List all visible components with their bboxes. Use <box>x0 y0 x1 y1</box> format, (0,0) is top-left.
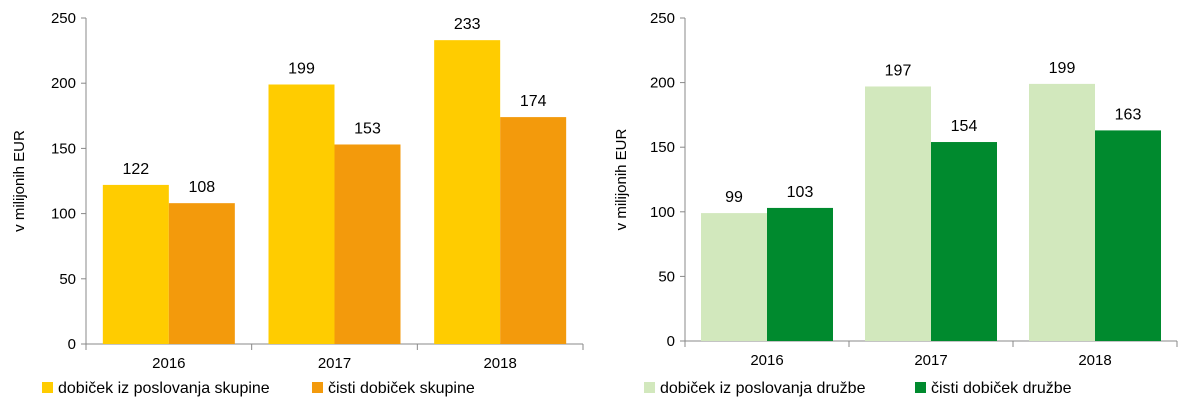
y-axis-label: v milijonih EUR <box>11 130 28 232</box>
bar-2016-series-1 <box>701 213 767 341</box>
data-label: 122 <box>122 161 149 178</box>
y-tick-label: 50 <box>59 271 76 288</box>
data-label: 108 <box>188 179 215 196</box>
legend-swatch-2 <box>915 382 926 393</box>
y-tick-label: 100 <box>51 206 76 223</box>
y-tick-label: 200 <box>650 75 675 92</box>
x-tick-label-2016: 2016 <box>750 352 783 369</box>
legend-swatch-2 <box>312 382 323 393</box>
legend-label-2: čisti dobiček skupine <box>328 380 475 397</box>
bar-2017-series-2 <box>334 144 401 344</box>
x-tick-label-2018: 2018 <box>1078 352 1111 369</box>
data-label: 154 <box>951 118 978 135</box>
y-tick-label: 150 <box>650 139 675 156</box>
bar-2018-series-2 <box>500 117 567 344</box>
data-label: 199 <box>1049 60 1076 77</box>
bar-2017-series-1 <box>865 86 931 341</box>
y-tick-label: 50 <box>658 268 675 285</box>
chart-right: 0 50 100 150 200 250 v milijonih EUR 99 103 2016 1… <box>613 10 1178 397</box>
x-tick-label-2016: 2016 <box>152 355 185 372</box>
y-axis-label: v milijonih EUR <box>613 128 630 230</box>
x-tick-label-2018: 2018 <box>483 355 516 372</box>
y-tick-label: 200 <box>51 75 76 92</box>
data-label: 197 <box>885 62 912 79</box>
y-tick-label: 150 <box>51 140 76 157</box>
y-tick-label: 100 <box>650 204 675 221</box>
data-label: 174 <box>520 93 547 110</box>
plot-area: 0 50 100 150 200 250 v milijonih EUR 122 108 2016… <box>11 10 584 372</box>
data-label: 233 <box>454 16 481 33</box>
data-label: 153 <box>354 120 381 137</box>
data-label: 99 <box>725 189 743 206</box>
legend-label-1: dobiček iz poslovanja družbe <box>660 380 866 397</box>
y-tick-label: 0 <box>68 336 76 353</box>
data-label: 199 <box>288 61 315 78</box>
legend-swatch-1 <box>42 382 53 393</box>
bar-2016-series-2 <box>168 203 235 344</box>
bar-2018-series-2 <box>1095 130 1161 341</box>
bar-2018-series-1 <box>1029 83 1095 341</box>
data-label: 103 <box>787 184 814 201</box>
chart-left: 0 50 100 150 200 250 v milijonih EUR 122 108 2016… <box>11 10 584 397</box>
data-label: 163 <box>1115 106 1142 123</box>
x-tick-label-2017: 2017 <box>318 355 351 372</box>
legend: dobiček iz poslovanja družbe čisti dobiče… <box>644 380 1072 397</box>
bar-2016-series-2 <box>767 207 833 341</box>
legend-label-1: dobiček iz poslovanja skupine <box>58 380 270 397</box>
bar-2016-series-1 <box>102 184 169 344</box>
y-tick-label: 250 <box>51 10 76 27</box>
plot-area: 0 50 100 150 200 250 v milijonih EUR 99 103 2016 1… <box>613 10 1178 369</box>
bar-2018-series-1 <box>434 40 501 344</box>
bar-2017-series-2 <box>931 142 997 341</box>
y-tick-label: 250 <box>650 10 675 27</box>
legend: dobiček iz poslovanja skupine čisti dobič… <box>42 380 475 397</box>
y-tick-label: 0 <box>667 333 675 350</box>
bar-2017-series-1 <box>268 84 335 344</box>
x-tick-label-2017: 2017 <box>914 352 947 369</box>
legend-swatch-1 <box>644 382 655 393</box>
legend-label-2: čisti dobiček družbe <box>931 380 1072 397</box>
